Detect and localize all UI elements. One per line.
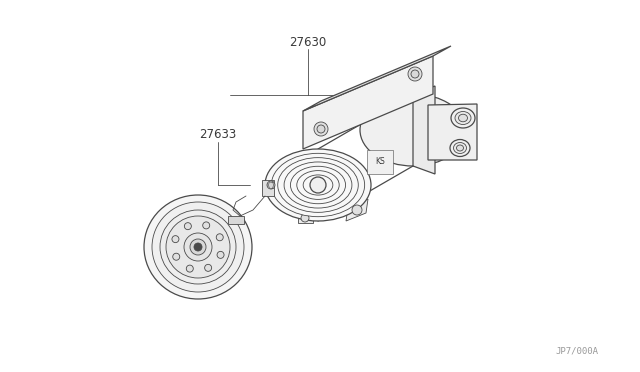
Ellipse shape [451,108,475,128]
Ellipse shape [160,210,236,284]
Ellipse shape [152,202,244,292]
Polygon shape [346,199,368,221]
Circle shape [190,239,206,255]
Circle shape [184,233,212,261]
Circle shape [314,122,328,136]
Ellipse shape [284,162,352,208]
Circle shape [205,264,212,271]
Circle shape [267,181,275,189]
Ellipse shape [456,145,463,151]
Circle shape [217,251,224,259]
Ellipse shape [454,142,467,154]
Circle shape [194,243,202,251]
Circle shape [173,253,180,260]
Circle shape [408,67,422,81]
Circle shape [216,234,223,241]
Ellipse shape [450,140,470,157]
Ellipse shape [278,158,358,212]
Polygon shape [303,56,433,149]
Polygon shape [303,46,451,111]
Circle shape [317,125,325,133]
Polygon shape [228,216,244,224]
Ellipse shape [303,175,333,195]
Ellipse shape [265,149,371,221]
Circle shape [172,235,179,243]
Circle shape [193,236,196,240]
Circle shape [186,243,190,247]
Circle shape [352,205,362,215]
Circle shape [184,223,191,230]
Text: KS: KS [375,157,385,167]
Ellipse shape [291,166,346,204]
Circle shape [203,222,210,229]
Text: JP7/000A: JP7/000A [555,347,598,356]
Polygon shape [428,104,477,160]
Circle shape [301,214,309,222]
Text: 27633: 27633 [200,128,237,141]
Circle shape [411,70,419,78]
Circle shape [189,252,193,256]
Ellipse shape [166,216,230,278]
Ellipse shape [271,153,365,217]
Ellipse shape [455,112,471,125]
Circle shape [186,265,193,272]
Circle shape [200,254,204,258]
Polygon shape [262,180,274,196]
Circle shape [202,238,207,242]
Ellipse shape [458,114,467,122]
Polygon shape [298,213,313,223]
Ellipse shape [144,195,252,299]
Ellipse shape [297,171,339,199]
Text: 27630: 27630 [289,35,326,48]
Ellipse shape [360,94,466,166]
Circle shape [206,247,210,251]
Circle shape [310,177,326,193]
Polygon shape [413,86,435,174]
